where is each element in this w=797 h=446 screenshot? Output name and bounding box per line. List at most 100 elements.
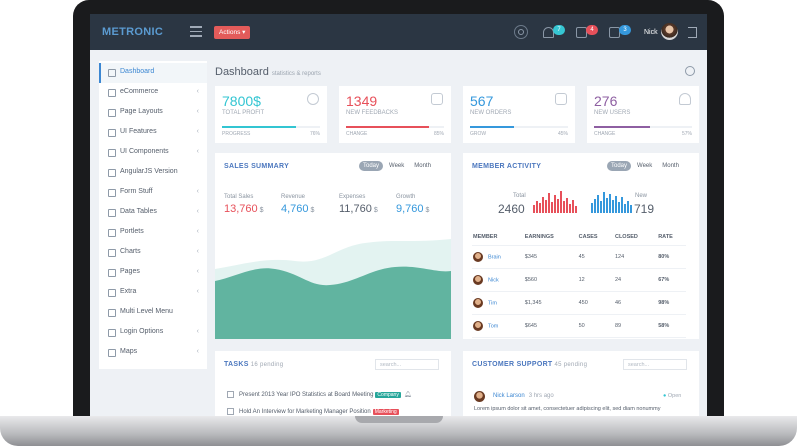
tasks-header: TASKS 16 pending — [224, 361, 283, 368]
sidebar-item-label: Extra — [120, 288, 137, 295]
hamburger-menu-icon[interactable] — [190, 26, 202, 38]
sidebar-item-label: Login Options — [120, 328, 164, 335]
sidebar-item-maps[interactable]: Maps ‹ — [99, 343, 207, 363]
member-avatar — [473, 321, 483, 331]
member-avatar — [473, 298, 483, 308]
progress-fill — [222, 126, 297, 128]
col-closed: CLOSED — [613, 229, 658, 246]
rate-cell: 58% — [657, 314, 686, 338]
sidebar-item-label: Form Stuff — [120, 188, 153, 195]
actions-dropdown-button[interactable]: Actions ▾ — [214, 26, 251, 39]
sidebar-item-ui-components[interactable]: UI Components ‹ — [99, 143, 207, 163]
sidebar-item-multi-level[interactable]: Multi Level Menu — [99, 303, 207, 323]
stat-label: NEW USERS — [594, 110, 631, 116]
sidebar-item-form-stuff[interactable]: Form Stuff ‹ — [99, 183, 207, 203]
progress-track — [346, 126, 444, 128]
chevron-left-icon: ‹ — [196, 228, 199, 235]
sales-revenue: Revenue 4,760 $ — [281, 194, 314, 215]
member-table: MEMBER EARNINGS CASES CLOSED RATE Brain … — [472, 229, 686, 338]
page-subtitle: statistics & reports — [271, 71, 321, 77]
tab-week[interactable]: Week — [389, 163, 405, 169]
calendar-badge: 3 — [619, 25, 631, 35]
sidebar-item-extra[interactable]: Extra ‹ — [99, 283, 207, 303]
gear-icon[interactable] — [685, 66, 695, 76]
sidebar-item-portlets[interactable]: Portlets ‹ — [99, 223, 207, 243]
area-front — [215, 266, 451, 339]
user-avatar[interactable] — [661, 23, 678, 40]
progress-track — [594, 126, 692, 128]
support-search-input[interactable]: search... — [623, 359, 687, 370]
progress-fill — [346, 126, 430, 128]
task-checkbox[interactable] — [227, 408, 234, 415]
brand-logo[interactable]: METRONIC — [102, 26, 164, 38]
chevron-left-icon: ‹ — [196, 288, 199, 295]
sidebar-item-page-layouts[interactable]: Page Layouts ‹ — [99, 103, 207, 123]
table-row[interactable]: Nick $560 12 24 67% — [472, 268, 686, 292]
sidebar-item-pages[interactable]: Pages ‹ — [99, 263, 207, 283]
task-item[interactable]: Present 2013 Year IPO Statistics at Boar… — [227, 391, 412, 399]
cart-icon — [108, 89, 116, 97]
sales-revenue-number: 4,760 — [281, 203, 309, 215]
sidebar-item-ui-features[interactable]: UI Features ‹ — [99, 123, 207, 143]
table-row[interactable]: Tim $1,345 450 46 98% — [472, 291, 686, 315]
stat-card-new-users: 276 NEW USERS CHANGE 57% — [587, 86, 699, 143]
sidebar-item-label: Page Layouts — [120, 108, 163, 115]
support-message: Lorem ipsum dolor sit amet, consectetuer… — [474, 406, 661, 412]
member-avatar — [473, 275, 483, 285]
sales-total: Total Sales 13,760 $ — [224, 194, 264, 215]
tab-today[interactable]: Today — [607, 161, 632, 171]
sidebar-item-angularjs[interactable]: AngularJS Version — [99, 163, 207, 183]
task-item[interactable]: Hold An Interview for Marketing Manager … — [227, 408, 399, 416]
search-icon[interactable] — [514, 25, 528, 39]
sidebar-item-ecommerce[interactable]: eCommerce ‹ — [99, 83, 207, 103]
progress-track — [222, 126, 320, 128]
chevron-left-icon: ‹ — [196, 328, 199, 335]
sidebar-menu: Dashboard eCommerce ‹ Page Layouts ‹ UI Fe… — [99, 61, 207, 369]
table-row[interactable]: Tom $645 50 89 58% — [472, 314, 686, 338]
member-name[interactable]: Brain — [488, 254, 501, 261]
sales-expenses-value: 11,760 $ — [339, 203, 378, 215]
sidebar-item-data-tables[interactable]: Data Tables ‹ — [99, 203, 207, 223]
basket-icon — [555, 93, 567, 105]
task-checkbox[interactable] — [227, 391, 234, 398]
bell-icon: 🔔︎ — [403, 392, 412, 399]
tab-today[interactable]: Today — [359, 161, 384, 171]
user-name[interactable]: Nick — [644, 29, 658, 36]
chevron-left-icon: ‹ — [196, 188, 199, 195]
sidebar-item-login-options[interactable]: Login Options ‹ — [99, 323, 207, 343]
stat-card-total-profit: 7800$ TOTAL PROFIT PROGRESS 76% — [215, 86, 327, 143]
member-tabs: Today Week Month — [605, 161, 683, 171]
sidebar-item-dashboard[interactable]: Dashboard — [99, 63, 207, 83]
tab-month[interactable]: Month — [414, 163, 431, 169]
status-dot-icon: ● — [663, 393, 668, 399]
tasks-search-input[interactable]: search... — [375, 359, 439, 370]
chevron-left-icon: ‹ — [196, 248, 199, 255]
support-author[interactable]: Nick Larson — [493, 393, 525, 399]
task-text: Hold An Interview for Marketing Manager … — [239, 409, 371, 416]
pages-icon — [108, 289, 116, 297]
logout-icon[interactable] — [688, 27, 697, 38]
member-name[interactable]: Tim — [488, 300, 497, 307]
pie-chart-icon — [307, 93, 319, 105]
table-header-row: MEMBER EARNINGS CASES CLOSED RATE — [472, 229, 686, 246]
tasks-title: TASKS — [224, 361, 249, 368]
member-name[interactable]: Nick — [488, 277, 499, 284]
progress-percent: 45% — [557, 131, 568, 137]
member-cell: Nick — [472, 268, 524, 292]
sidebar-item-charts[interactable]: Charts ‹ — [99, 243, 207, 263]
member-avatar — [473, 252, 483, 262]
col-earnings: EARNINGS — [523, 229, 578, 246]
sidebar-item-label: eCommerce — [120, 88, 159, 95]
cases-cell: 12 — [577, 268, 614, 292]
table-row[interactable]: Brain $345 45 124 80% — [472, 245, 686, 269]
tab-month[interactable]: Month — [662, 163, 679, 169]
stat-label: NEW ORDERS — [470, 110, 512, 116]
cases-cell: 45 — [577, 245, 614, 269]
support-header: CUSTOMER SUPPORT 45 pending — [472, 361, 587, 368]
sales-revenue-unit: $ — [310, 207, 315, 214]
sales-growth: Growth 9,760 $ — [396, 194, 429, 215]
rate-cell: 98% — [657, 291, 686, 315]
tab-week[interactable]: Week — [637, 163, 653, 169]
col-cases: CASES — [577, 229, 614, 246]
member-name[interactable]: Tom — [488, 323, 499, 330]
